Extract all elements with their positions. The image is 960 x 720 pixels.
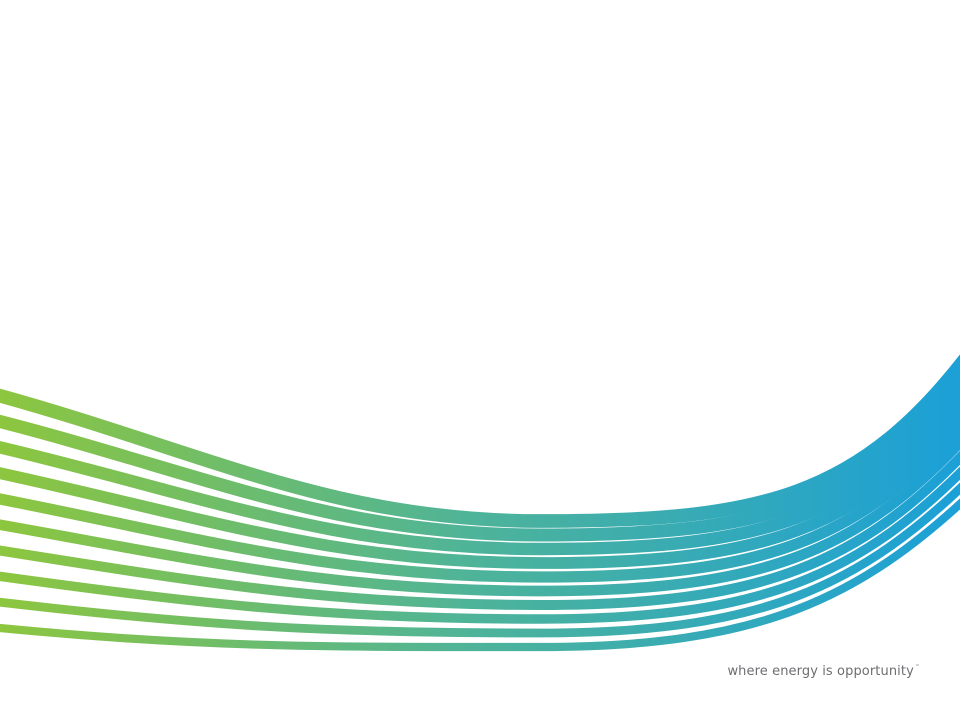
wave-stripe <box>0 386 960 556</box>
wave-stripe <box>0 434 960 597</box>
tagline: where energy is opportunity™ <box>727 664 920 679</box>
wave-stripe <box>0 370 960 542</box>
trademark-symbol: ™ <box>914 664 920 670</box>
wave-stripe <box>0 402 960 569</box>
wave-stripe <box>0 418 960 583</box>
wave-stripe <box>0 450 960 611</box>
wave-stripe <box>0 498 960 652</box>
wave-stripe <box>0 354 960 528</box>
wave-stripe <box>0 482 960 638</box>
wave-stripes <box>0 354 960 652</box>
wave-stripe <box>0 466 960 624</box>
tagline-text: where energy is opportunity <box>727 664 914 679</box>
